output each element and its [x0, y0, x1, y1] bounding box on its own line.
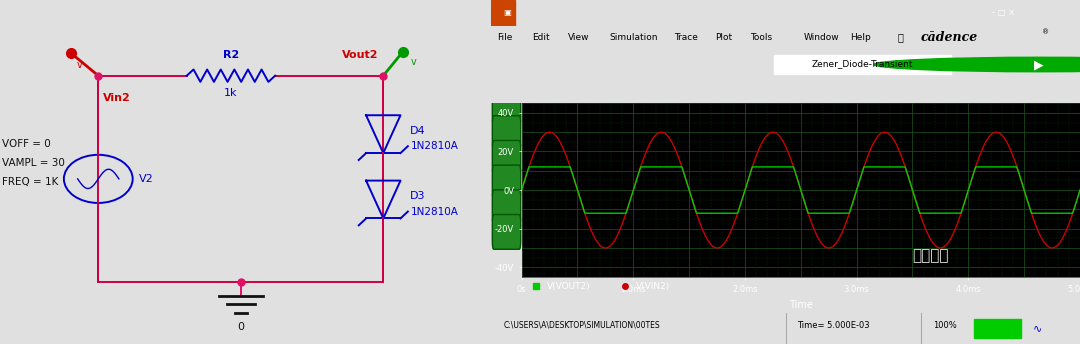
Circle shape — [874, 57, 1080, 72]
FancyBboxPatch shape — [492, 116, 521, 150]
Text: 100%: 100% — [933, 321, 957, 330]
Text: 1k: 1k — [225, 88, 238, 98]
FancyBboxPatch shape — [492, 140, 521, 175]
Text: VOFF = 0: VOFF = 0 — [2, 139, 51, 150]
Text: FREQ = 1K: FREQ = 1K — [2, 177, 58, 187]
Text: VAMPL = 30: VAMPL = 30 — [2, 158, 65, 169]
Text: Time= 5.000E-03: Time= 5.000E-03 — [797, 321, 870, 330]
Text: V(VIN2): V(VIN2) — [636, 282, 671, 291]
Text: Tools: Tools — [751, 33, 772, 42]
Text: - □ ×: - □ × — [991, 8, 1015, 18]
Text: R2: R2 — [222, 50, 239, 60]
Text: D4: D4 — [410, 126, 426, 136]
Bar — [491, 0, 515, 26]
Text: Zener_Diode-Transient: Zener_Diode-Transient — [811, 59, 913, 68]
FancyBboxPatch shape — [492, 190, 521, 225]
Text: Plot: Plot — [715, 33, 732, 42]
Text: Time: Time — [788, 300, 813, 310]
Text: 0: 0 — [238, 322, 244, 332]
Text: V(VOUT2): V(VOUT2) — [546, 282, 591, 291]
Text: D3: D3 — [410, 191, 426, 201]
Bar — [774, 55, 950, 74]
Text: Window: Window — [804, 33, 839, 42]
FancyBboxPatch shape — [492, 215, 521, 249]
Text: v: v — [410, 57, 416, 67]
Bar — [974, 319, 1021, 338]
Text: C:\USERS\A\DESKTOP\SIMULATION\00TES: C:\USERS\A\DESKTOP\SIMULATION\00TES — [503, 321, 660, 330]
FancyBboxPatch shape — [492, 91, 521, 126]
Text: v: v — [77, 60, 83, 70]
Text: V2: V2 — [138, 174, 153, 184]
Text: View: View — [568, 33, 590, 42]
Text: Simulation: Simulation — [609, 33, 658, 42]
FancyBboxPatch shape — [492, 165, 521, 200]
Text: 1N2810A: 1N2810A — [410, 141, 458, 151]
Text: cādence: cādence — [921, 31, 978, 44]
Text: 海马硬件: 海马硬件 — [913, 249, 949, 264]
Text: 📋: 📋 — [897, 32, 903, 42]
Text: ®: ® — [1042, 29, 1049, 35]
Text: 1N2810A: 1N2810A — [410, 206, 458, 217]
Text: ▣: ▣ — [503, 8, 511, 18]
Text: ▶: ▶ — [1034, 58, 1043, 71]
Text: Edit: Edit — [532, 33, 550, 42]
Text: Vout2: Vout2 — [342, 50, 378, 60]
Text: Help: Help — [850, 33, 872, 42]
Text: Trace: Trace — [674, 33, 698, 42]
Text: ∿: ∿ — [1032, 323, 1042, 334]
Text: Vin2: Vin2 — [104, 93, 131, 103]
Text: File: File — [497, 33, 513, 42]
